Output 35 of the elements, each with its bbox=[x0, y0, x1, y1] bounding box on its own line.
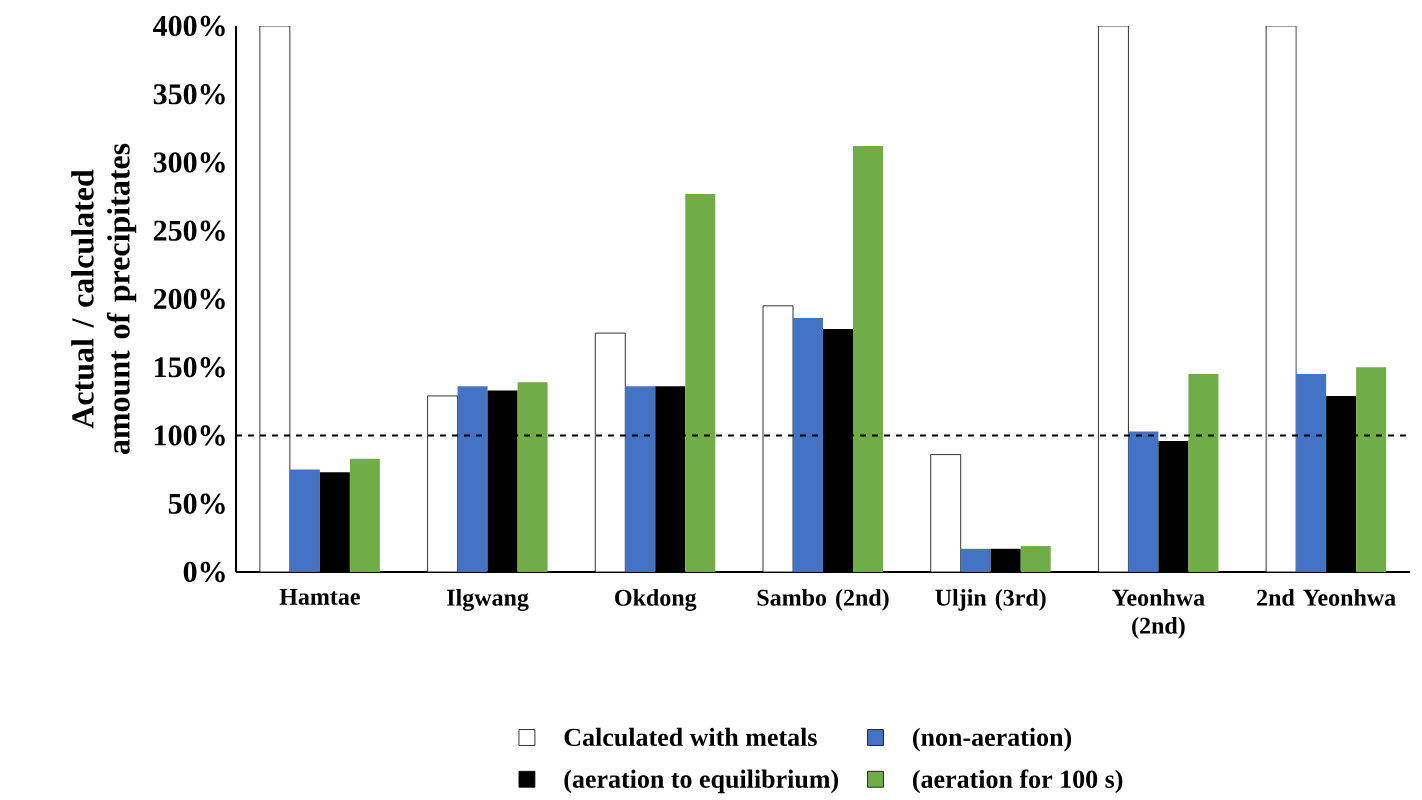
y-axis-title: Actual / calculated amount of precipitates bbox=[71, 143, 137, 455]
x-tick-label: Sambo (2nd) bbox=[757, 588, 889, 611]
bar bbox=[517, 382, 548, 572]
x-tick-label: Uljin (3rd) bbox=[935, 588, 1046, 611]
x-tick-label: 2nd Yeonhwa bbox=[1257, 588, 1396, 606]
bar bbox=[960, 548, 991, 572]
legend-label: (aeration for 100 s) bbox=[913, 769, 1123, 794]
y-tick-label: 250% bbox=[153, 220, 225, 241]
x-tick-label: Ilgwang bbox=[447, 588, 529, 611]
bar bbox=[1296, 374, 1327, 572]
legend-label: (aeration to equilibrium) bbox=[564, 769, 839, 794]
bar bbox=[289, 469, 320, 572]
y-tick-label: 100% bbox=[155, 425, 225, 446]
x-tick-label: Yeonhwa (2nd) bbox=[1112, 588, 1205, 639]
y-tick-label: 350% bbox=[153, 84, 225, 105]
legend-label: Calculated with metals bbox=[564, 727, 817, 747]
bar bbox=[1020, 546, 1051, 572]
x-tick-label: Hamtae bbox=[279, 588, 360, 605]
bar bbox=[793, 318, 824, 572]
legend-label: (non-aeration) bbox=[913, 727, 1072, 752]
x-tick-label: Okdong bbox=[615, 588, 697, 611]
y-tick-label: 400% bbox=[153, 15, 225, 37]
bar bbox=[1188, 374, 1219, 572]
y-tick-label: 50% bbox=[168, 493, 225, 514]
y-tick-label: 0% bbox=[183, 561, 225, 583]
bar bbox=[1356, 367, 1387, 572]
bar bbox=[625, 386, 656, 572]
y-tick-label: 200% bbox=[153, 288, 225, 310]
bar bbox=[1128, 431, 1159, 572]
bar bbox=[457, 386, 488, 572]
y-tick-label: 150% bbox=[155, 357, 225, 378]
bar bbox=[685, 193, 716, 572]
bar bbox=[349, 458, 380, 572]
y-tick-label: 300% bbox=[153, 152, 225, 173]
bar bbox=[853, 146, 883, 572]
